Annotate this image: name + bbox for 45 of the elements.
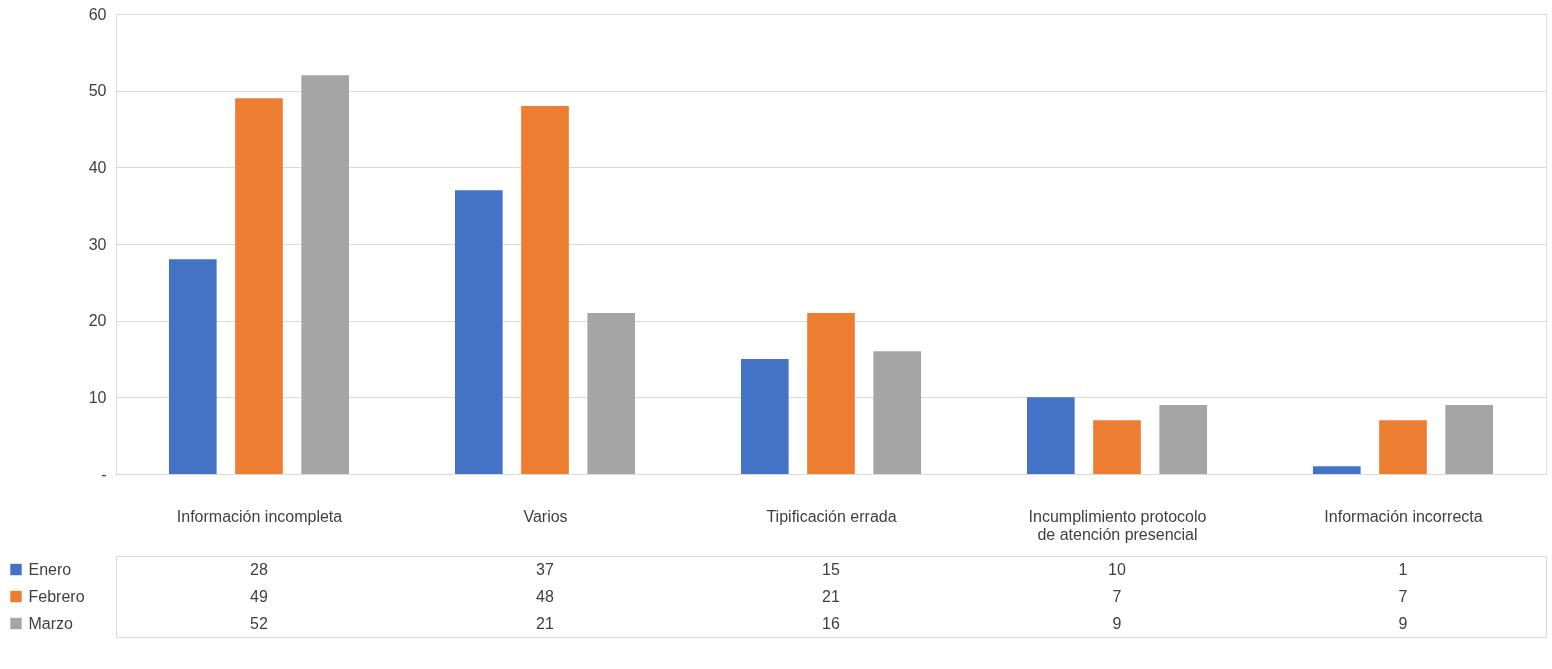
bar [740,359,789,474]
data-label: 15 [822,560,840,578]
data-label: 1 [1398,560,1408,578]
bar [1445,405,1494,474]
bar [168,259,217,474]
legend-label: Enero [28,561,72,578]
legend-label: Marzo [28,615,74,632]
data-label: 28 [250,560,268,578]
x-tick-label: Varios [523,507,568,525]
y-tick-label: 60 [88,5,107,23]
bar [301,75,350,474]
y-tick-label: 20 [88,312,107,330]
data-label: 9 [1398,614,1408,632]
data-label: 10 [1108,560,1126,578]
bar [1026,397,1075,474]
data-label: 21 [822,587,840,605]
x-tick-label: Incumplimiento protocolo de atención presencial [1028,507,1207,543]
x-tick-label: Información incorrecta [1324,507,1483,525]
bar [1159,405,1208,474]
data-label: 48 [536,587,554,605]
bar [1379,420,1427,474]
bar [1093,420,1141,474]
y-tick-label: 10 [88,388,107,406]
data-label: 21 [536,614,554,632]
y-tick-label: 40 [88,158,107,176]
x-tick-label: Tipificación errada [766,507,897,525]
y-tick-label: 30 [88,235,107,253]
bar [454,190,503,474]
data-label: 16 [822,614,840,632]
bar [807,313,855,474]
y-tick-label: - [101,465,107,483]
data-label: 9 [1112,614,1122,632]
x-tick-label: Información incompleta [176,507,343,525]
data-label: 49 [250,587,268,605]
legend-label: Febrero [28,588,85,605]
y-tick-label: 50 [88,82,107,100]
data-label: 7 [1398,587,1408,605]
bar [235,98,283,474]
data-label: 7 [1112,587,1122,605]
bar [521,106,569,474]
data-label: 52 [250,614,268,632]
bar [873,351,922,474]
data-label: 37 [536,560,554,578]
bar [1312,466,1361,474]
bar [587,313,636,474]
